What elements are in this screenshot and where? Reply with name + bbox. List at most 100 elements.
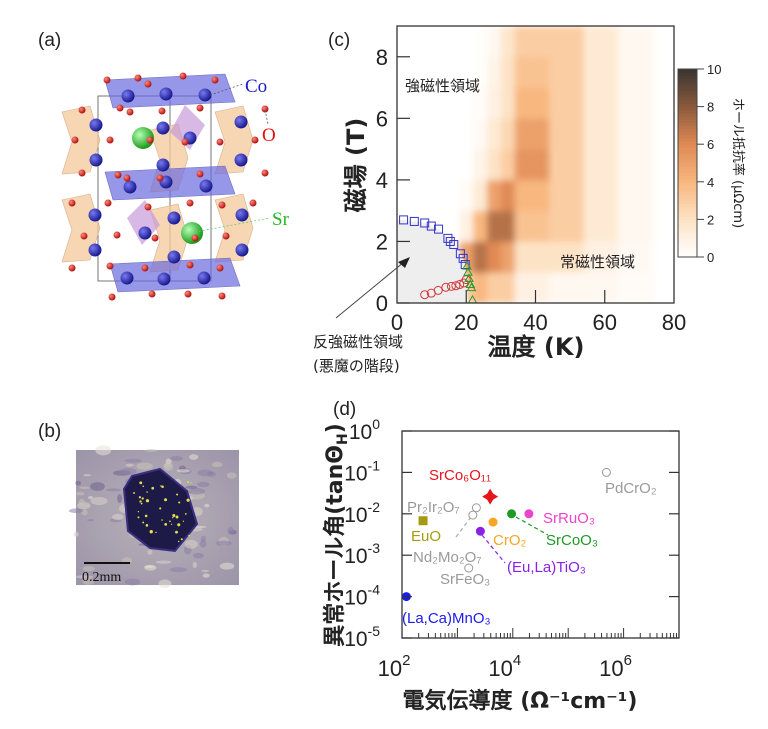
photo-speck [190,482,192,484]
heatmap-cell [473,87,488,119]
heatmap-cell [500,149,516,181]
photo-texture [197,481,210,488]
o-atom [78,169,86,177]
photo-texture [119,468,137,475]
o-atom [218,292,226,300]
heatmap-cell [618,118,654,150]
colorbar-label: ホール抵抗率 (μΩcm) [730,98,746,228]
x-axis-title-c: 温度 (K) [488,333,585,361]
co-atom [123,180,137,194]
photo-texture [188,487,205,495]
heatmap-cell [473,179,488,212]
photo-texture [90,482,105,491]
colorbar-segment [678,247,697,252]
colorbar-segment [678,197,697,202]
colorbar-frame [677,68,698,258]
x-tick-label-c: 0 [391,310,403,335]
photo-texture [227,526,234,535]
heatmap-cell [487,179,502,212]
heatmap-cell [514,56,550,89]
data-point-circle [468,510,478,520]
colorbar-segment [678,188,697,192]
photo-texture [176,469,191,473]
photo-speck [175,515,179,519]
photo-speck [137,516,140,519]
heatmap-cell [618,272,654,303]
co-atom [88,243,102,257]
photo-texture [201,569,210,573]
y-axis-title-d: 異常ホール角(tanΘH) [322,423,351,647]
photo-speck [139,481,143,485]
photo-texture [68,508,84,514]
data-point-circle [475,526,485,536]
o-atom [261,169,269,177]
co-atom [138,226,152,240]
heatmap-cell [583,118,620,150]
heatmap-cell [618,179,654,212]
heatmap-cell [618,149,654,181]
photo-speck [144,514,148,518]
data-point-square [420,218,430,228]
photo-speck [176,493,179,496]
o-atom [218,201,226,209]
photo-speck [146,491,148,493]
annotation-afm-line1: 反強磁性領域 [313,333,403,351]
tick-base: 10 [344,545,367,568]
co-atom [234,153,248,167]
colorbar-segment [678,131,697,136]
x-tick-label-c: 20 [454,310,478,335]
x-tick-label-d: 102 [378,652,411,681]
heatmap-cell [500,87,516,119]
co-atom [199,179,213,193]
data-point-square [458,253,468,263]
colorbar-segment [678,78,697,83]
heatmap-cell [487,210,502,242]
colorbar-segment [678,231,697,236]
leader-line-co [209,83,244,96]
co-atom [235,208,249,222]
colorbar-segment [678,112,697,117]
heatmap-cell [487,87,502,119]
heatmap-cell [459,56,474,89]
heatmap-cell [500,56,516,89]
photo-speck [184,513,187,515]
photo-speck [161,485,164,488]
co-atom [88,208,102,222]
o-atom [196,170,204,178]
tick-exponent: 6 [624,652,632,669]
colorbar-segment [678,75,697,79]
tick-exponent: 2 [402,652,410,669]
colorbar-segment [678,116,697,120]
o-atom [216,138,224,146]
colorbar-segment [678,228,697,233]
o-atom [126,108,134,116]
heatmap-cell [473,26,488,58]
data-point-triangle [466,282,477,292]
data-point-circle [601,467,611,477]
colorbar-segment [678,106,697,111]
photo-texture [144,565,155,568]
x-axis-title-d: 電気伝導度 (Ω⁻¹cm⁻¹) [403,688,638,714]
x-tick-label-c: 60 [593,310,617,335]
colorbar-segment [678,235,697,239]
tick-exponent: 4 [513,652,521,669]
o-atom [251,136,259,144]
colorbar-segment [678,219,697,224]
data-point-circle [446,281,456,291]
o-atom [186,199,194,207]
co-atom [89,118,103,132]
tick-base: 10 [344,628,367,651]
photo-speck [182,520,184,522]
colorbar-segment [678,184,697,189]
o-atom [106,262,114,270]
o-atom [78,106,86,114]
heatmap-cell [473,241,488,273]
photo-texture [184,539,198,549]
data-point-square [455,249,465,259]
colorbar-segment [678,90,697,95]
photo-texture [147,549,153,555]
o-atom [144,80,152,88]
heatmap-cell [549,118,585,150]
photo-speck [139,500,142,503]
